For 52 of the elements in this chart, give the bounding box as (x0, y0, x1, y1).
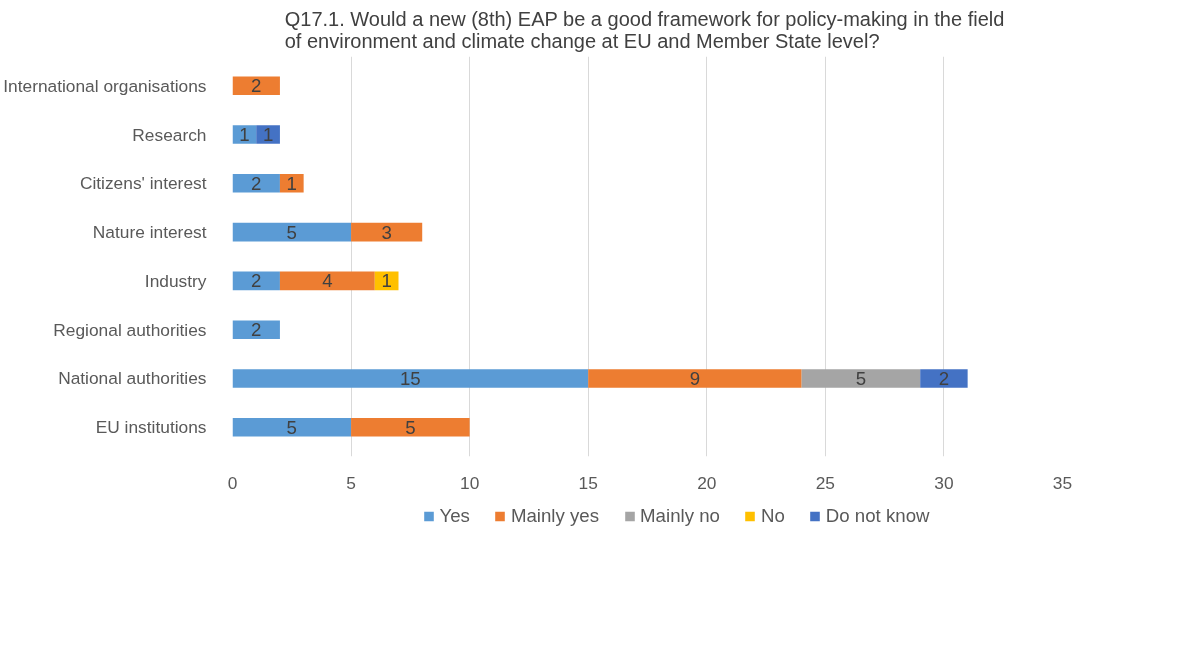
bar (801, 369, 921, 388)
data-label: 15 (399, 367, 421, 389)
x-tick-label: 35 (1052, 472, 1073, 493)
bar (920, 369, 968, 388)
x-tick-label: 15 (578, 472, 598, 493)
bar (588, 369, 802, 388)
data-label: 2 (938, 367, 950, 389)
legend-label: Mainly yes (510, 505, 600, 527)
bar (351, 417, 470, 437)
data-label: 2 (251, 172, 262, 194)
bar (232, 222, 352, 242)
x-tick-label: 20 (697, 472, 717, 493)
data-label: 1 (239, 124, 250, 146)
bar (279, 271, 375, 291)
data-label: 5 (286, 416, 297, 438)
legend-label: Mainly no (640, 505, 720, 527)
bar (351, 222, 423, 242)
y-tick-label: Citizens' interest (79, 173, 207, 194)
data-label: 5 (855, 367, 867, 389)
legend-label: Yes (439, 505, 470, 527)
x-tick-label: 30 (934, 472, 954, 493)
bar (232, 369, 589, 388)
y-tick-label: Industry (144, 270, 207, 291)
y-tick-label: National authorities (58, 368, 207, 389)
x-tick-label: 10 (460, 472, 480, 493)
y-tick-label: EU institutions (95, 417, 207, 438)
data-label: 5 (286, 221, 297, 243)
data-label: 2 (251, 270, 262, 292)
y-tick-label: Regional authorities (53, 319, 207, 340)
chart-title: Q17.1. Would a new (8th) EAP be a good framework for policy-making in the field of environment and climate change at EU and Member State level? (284, 7, 1005, 52)
bar (232, 174, 280, 193)
x-tick-label: 5 (346, 472, 356, 493)
data-label: 2 (251, 319, 262, 341)
y-tick-label: Nature interest (92, 222, 207, 243)
data-label: 1 (286, 172, 297, 194)
data-label: 9 (689, 367, 701, 389)
bar (279, 174, 304, 193)
data-label: 3 (381, 221, 392, 243)
data-label: 2 (251, 75, 262, 97)
data-label: 5 (405, 416, 416, 438)
data-label: 4 (322, 270, 333, 292)
bar (232, 417, 352, 437)
x-tick-label: 0 (227, 472, 238, 493)
y-tick-label: International organisations (3, 75, 207, 96)
bar (256, 125, 280, 144)
legend-label: Do not know (825, 505, 930, 527)
data-label: 1 (262, 124, 274, 146)
x-tick-label: 25 (815, 472, 835, 493)
legend-label: No (760, 505, 785, 527)
bar (232, 320, 280, 339)
y-tick-label: Research (132, 124, 207, 145)
data-label: 1 (381, 270, 392, 292)
